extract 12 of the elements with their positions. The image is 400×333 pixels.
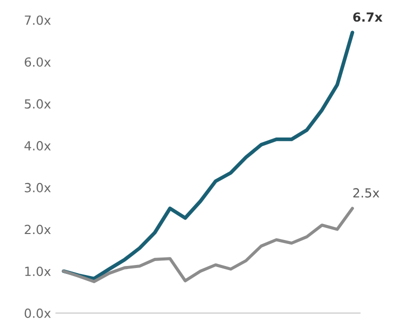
data-label: 6.7x — [353, 12, 382, 22]
y-tick-label: 0.0x — [24, 308, 51, 318]
line-series — [62, 206, 354, 284]
y-tick-label: 1.0x — [25, 266, 51, 276]
y-tick-label: 2.0x — [24, 224, 51, 234]
line-series — [62, 30, 354, 280]
data-label: 2.5x — [353, 188, 380, 198]
y-tick-label: 4.0x — [24, 141, 51, 150]
y-tick-label: 5.0x — [24, 99, 51, 109]
y-tick-label: 3.0x — [24, 182, 51, 192]
y-tick-label: 7.0x — [24, 15, 51, 25]
y-tick-label: 6.0x — [24, 57, 51, 67]
